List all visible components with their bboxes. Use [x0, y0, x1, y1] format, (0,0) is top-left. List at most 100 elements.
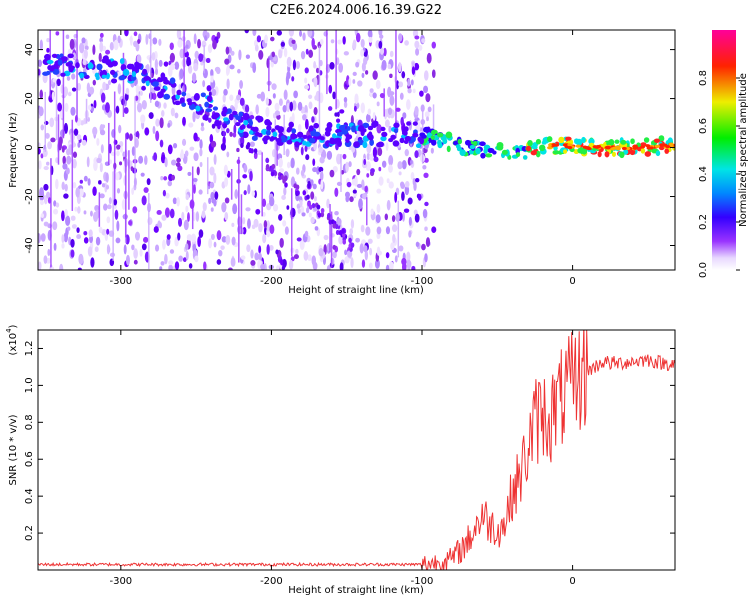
spectrogram-ridge-point — [251, 135, 258, 141]
spectrogram-speckle — [208, 197, 212, 205]
spectrogram-speckle — [419, 90, 424, 97]
spectrogram-speckle — [310, 191, 315, 200]
spectrogram-speckle — [233, 124, 237, 135]
spectrogram-speckle — [195, 211, 200, 222]
spectrogram-speckle — [77, 206, 81, 214]
spectrogram-speckle — [430, 147, 434, 154]
spectrogram-speckle — [62, 155, 66, 165]
spectrogram-speckle — [192, 111, 196, 123]
spectrogram-speckle — [407, 88, 412, 94]
spectrogram-speckle — [78, 188, 84, 197]
spectrogram-speckle — [209, 134, 214, 144]
spectrogram-speckle — [202, 80, 206, 88]
spectrogram-streak — [283, 114, 285, 155]
spectrogram-speckle — [376, 101, 380, 107]
snr-yscale-base: (x10 — [8, 333, 19, 356]
spectrogram-speckle — [318, 146, 323, 153]
spectrogram-speckle — [308, 212, 312, 218]
spectrogram-speckle — [349, 228, 354, 235]
spectrogram-speckle — [398, 81, 404, 88]
spectrogram-speckle — [360, 102, 365, 114]
spectrogram-speckle — [336, 57, 340, 66]
spectrogram-speckle — [402, 112, 407, 119]
spectrogram-ridge-point — [419, 137, 425, 145]
spectrogram-streak — [397, 200, 400, 258]
spectrogram-speckle — [342, 35, 346, 45]
spectrogram-speckle — [311, 255, 317, 266]
spectrogram-speckle — [193, 132, 198, 142]
spectrogram-speckle — [311, 116, 315, 123]
spectrogram-streak — [326, 30, 328, 95]
spectrogram-speckle — [168, 260, 174, 266]
spectrogram-speckle — [424, 226, 428, 231]
spectrogram-speckle — [137, 38, 141, 44]
spectrogram-speckle — [389, 73, 393, 79]
spectrogram-speckle — [155, 130, 160, 142]
spectrogram-ridge-point — [280, 137, 288, 143]
spectrogram-ridge-point — [362, 122, 370, 129]
spectrogram-speckle — [136, 102, 143, 113]
spectrogram-ridge-point — [338, 124, 346, 131]
spectrogram-secondary-point — [342, 239, 347, 245]
spectrogram-ridge-point — [248, 130, 254, 135]
spectrogram-speckle — [352, 189, 357, 194]
spectrogram-speckle — [70, 249, 75, 258]
spectrogram-ridge-point — [142, 68, 148, 75]
spectrogram-secondary-point — [211, 123, 216, 129]
spectrogram-streak — [85, 98, 88, 124]
spectrogram-speckle — [114, 209, 119, 220]
spectrogram-speckle — [234, 102, 238, 111]
spectrogram-speckle — [332, 165, 338, 173]
spectrogram-speckle — [178, 83, 182, 91]
spectrogram-speckle — [280, 41, 286, 47]
spectrogram-speckle — [193, 152, 199, 162]
spectrogram-speckle — [404, 40, 409, 46]
spectrogram-ridge-point — [651, 148, 657, 154]
spectrogram-speckle — [236, 147, 240, 153]
spectrogram-speckle — [210, 207, 214, 212]
spectrogram-speckle — [245, 207, 251, 212]
spectrogram-speckle — [152, 92, 157, 101]
spectrogram-speckle — [258, 50, 264, 60]
spectrogram-speckle — [412, 178, 416, 186]
spectrogram-speckle — [344, 249, 348, 256]
spectrogram-ridge-point — [46, 59, 54, 64]
colorbar-ticks: 0.0 0.2 0.4 0.6 0.8 — [698, 70, 740, 278]
spectrogram-speckle — [377, 147, 383, 157]
spectrogram-speckle — [243, 190, 247, 196]
spectrogram-speckle — [153, 152, 158, 162]
spectrogram-speckle — [326, 150, 333, 160]
spectrogram-speckle — [193, 184, 196, 194]
spectrogram-speckle — [262, 212, 266, 217]
spectrogram-speckle — [193, 62, 199, 72]
spectrogram-secondary-point — [265, 157, 269, 163]
spectrogram-speckle — [264, 34, 268, 44]
spectrogram-speckle — [141, 195, 147, 206]
spectrogram-speckle — [226, 78, 230, 90]
spectrogram-speckle — [223, 164, 228, 176]
spectrogram-speckle — [304, 67, 309, 74]
spectrogram-speckle — [202, 202, 207, 212]
spectrogram-speckle — [182, 257, 187, 263]
spectrogram-secondary-point — [280, 174, 284, 180]
spectrogram-speckle — [80, 120, 85, 126]
spectrogram-speckle — [326, 198, 330, 209]
spectrogram-speckle — [258, 252, 262, 262]
spectrogram-speckle — [249, 114, 255, 120]
spectrogram-speckle — [181, 211, 185, 221]
spectrogram-ridge-point — [163, 93, 171, 100]
spectrogram-ridge-point — [608, 138, 615, 146]
spectrogram-speckle — [133, 248, 138, 259]
spectrogram-speckle — [312, 167, 318, 173]
spectrogram-speckle — [350, 257, 354, 269]
snr-yscale: (x104) — [5, 324, 19, 355]
spectrogram-speckle — [307, 180, 311, 189]
spectrogram-speckle — [140, 172, 145, 177]
spectrogram-ridge-point — [644, 151, 652, 157]
spectrogram-speckle — [238, 49, 242, 61]
spectrogram-speckle — [213, 172, 217, 184]
spectrogram-frame — [37, 29, 676, 271]
spectrogram-speckle — [404, 185, 410, 196]
spectrogram-speckle — [82, 59, 87, 65]
spectrogram-ridge-point — [174, 100, 181, 106]
